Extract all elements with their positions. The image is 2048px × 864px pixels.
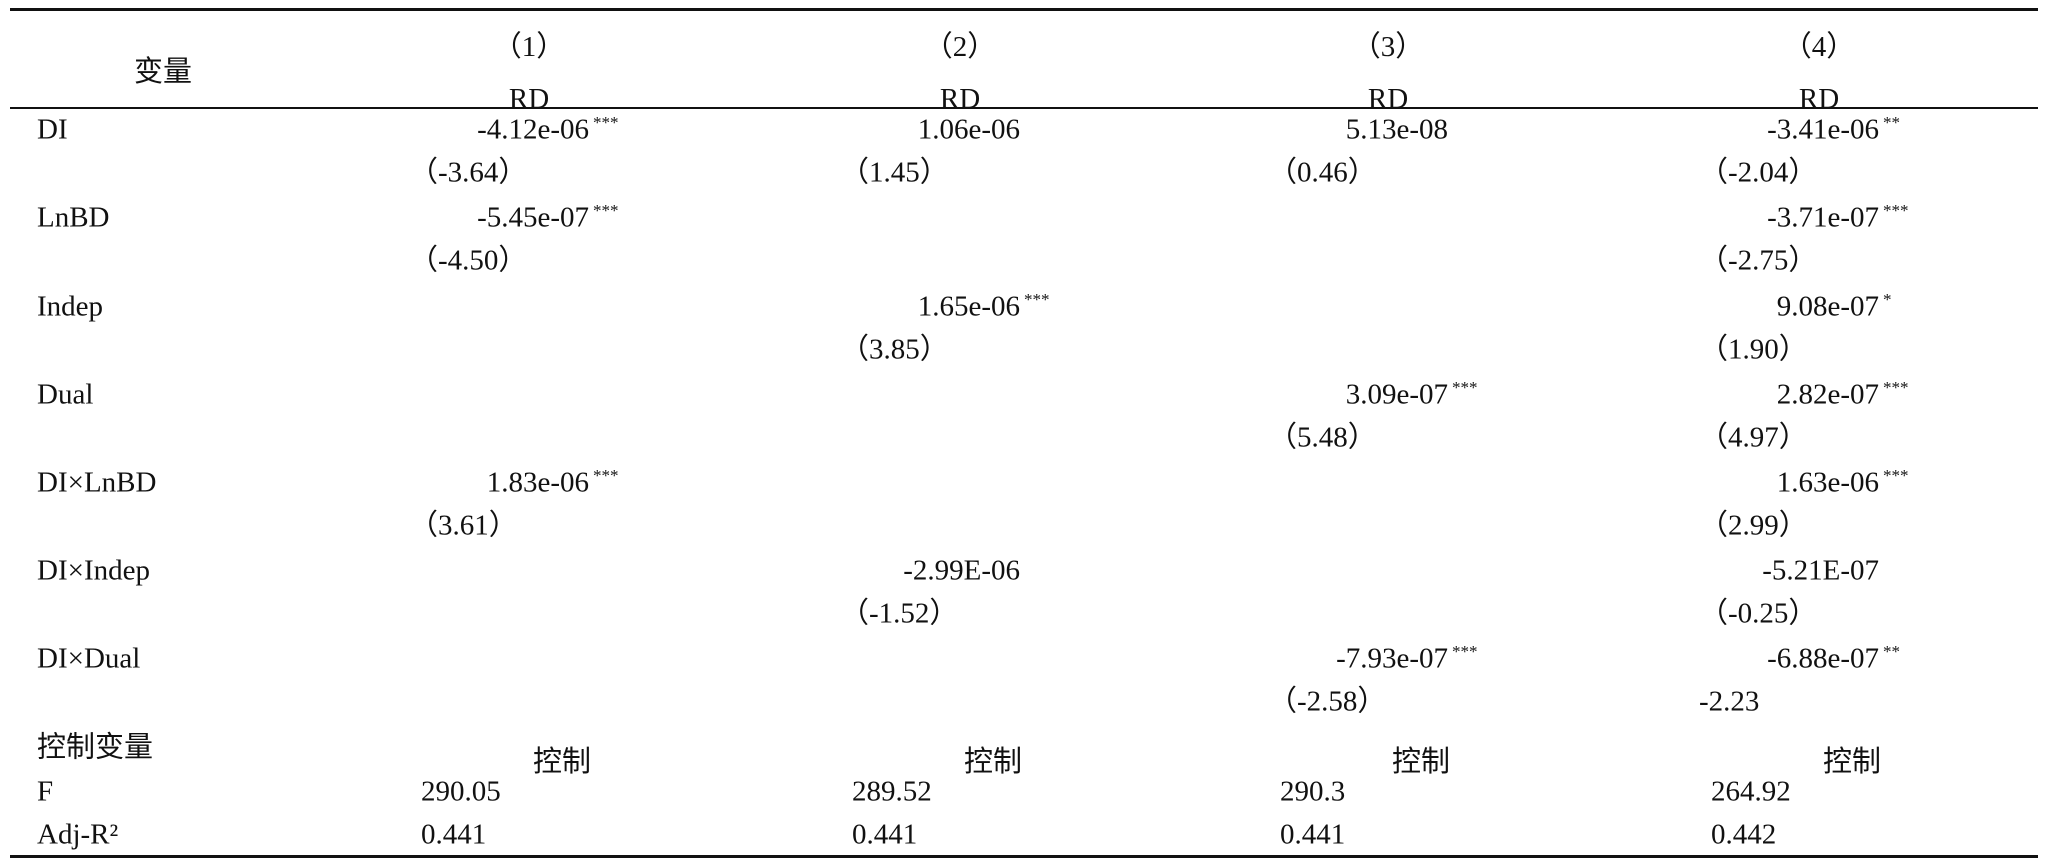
- row-name: DI×Indep: [37, 554, 150, 587]
- coefficient: 3.09e-07: [1345, 378, 1448, 411]
- t-statistic: （-2.58）: [1268, 685, 1387, 718]
- summary-value: 264.92: [1711, 775, 1791, 808]
- significance: ***: [1883, 201, 1909, 221]
- t-statistic: （3.85）: [840, 333, 949, 365]
- t-statistic: （4.97）: [1699, 421, 1808, 454]
- column-number: （3）: [1351, 30, 1425, 63]
- t-statistic: （-2.75）: [1699, 244, 1818, 277]
- coefficient: -5.21E-07: [1762, 554, 1879, 587]
- summary-value: 0.441: [852, 818, 918, 851]
- row-name: DI×LnBD: [37, 466, 157, 499]
- summary-value: 290.3: [1280, 775, 1346, 808]
- summary-value: 0.441: [421, 818, 487, 851]
- row-name: DI×Dual: [37, 642, 141, 675]
- coefficient: 1.63e-06: [1776, 466, 1879, 499]
- significance: ***: [1452, 642, 1478, 662]
- coefficient: -7.93e-07: [1336, 642, 1448, 675]
- significance: ***: [593, 112, 619, 132]
- column-number: （4）: [1782, 30, 1856, 63]
- t-statistic: （-4.50）: [409, 244, 528, 277]
- t-statistic: -2.23: [1699, 685, 1760, 718]
- coefficient: -3.41e-06: [1767, 113, 1879, 146]
- t-statistic: （5.48）: [1268, 421, 1377, 454]
- coefficient: -6.88e-07: [1767, 642, 1879, 675]
- coefficient: -4.12e-06: [477, 113, 589, 146]
- summary-value: 控制: [1391, 746, 1451, 779]
- summary-value: 控制: [532, 746, 592, 779]
- coefficient: 5.13e-08: [1345, 113, 1448, 146]
- row-name: LnBD: [37, 201, 110, 234]
- summary-value: 289.52: [852, 775, 932, 808]
- summary-value: 控制: [1822, 746, 1882, 779]
- significance: ***: [1883, 465, 1909, 485]
- summary-value: 290.05: [421, 775, 501, 808]
- t-statistic: （3.61）: [409, 509, 518, 542]
- t-statistic: （0.46）: [1268, 156, 1377, 189]
- column-dependent: RD: [1367, 82, 1409, 115]
- summary-value: 0.441: [1280, 818, 1346, 851]
- significance: **: [1883, 642, 1900, 662]
- significance: ***: [593, 465, 619, 485]
- bottom-rule: [10, 855, 2038, 858]
- coefficient: -2.99E-06: [903, 554, 1020, 587]
- coefficient: 9.08e-07: [1776, 290, 1879, 323]
- column-dependent: RD: [508, 82, 550, 115]
- column-dependent: RD: [939, 82, 981, 115]
- summary-value: 0.442: [1711, 818, 1777, 851]
- header-variable: 变量: [133, 56, 193, 88]
- significance: ***: [1024, 289, 1050, 309]
- coefficient: 1.83e-06: [486, 466, 589, 499]
- column-number: （1）: [492, 30, 566, 63]
- t-statistic: （-2.04）: [1699, 156, 1818, 189]
- row-name: Dual: [37, 378, 94, 411]
- coefficient: -5.45e-07: [477, 201, 589, 234]
- coefficient: 2.82e-07: [1776, 378, 1879, 411]
- row-name: Indep: [37, 290, 104, 323]
- row-name: 控制变量: [37, 731, 154, 764]
- header-rule: [10, 107, 2038, 109]
- coefficient: 1.65e-06: [917, 290, 1020, 323]
- column-dependent: RD: [1798, 82, 1840, 115]
- significance: ***: [593, 201, 619, 221]
- significance: ***: [1883, 377, 1909, 397]
- t-statistic: （1.90）: [1699, 333, 1808, 365]
- t-statistic: （2.99）: [1699, 509, 1808, 542]
- summary-value: 控制: [963, 746, 1023, 779]
- coefficient: -3.71e-07: [1767, 201, 1879, 234]
- t-statistic: （-0.25）: [1699, 597, 1818, 630]
- coefficient: 1.06e-06: [917, 113, 1020, 146]
- t-statistic: （1.45）: [840, 156, 949, 189]
- significance: *: [1883, 289, 1892, 309]
- significance: ***: [1452, 377, 1478, 397]
- row-name: F: [37, 775, 54, 808]
- t-statistic: （-1.52）: [840, 597, 959, 630]
- significance: **: [1883, 112, 1900, 132]
- row-name: DI: [37, 113, 68, 146]
- top-rule: [10, 8, 2038, 11]
- row-name: Adj-R²: [37, 818, 119, 851]
- t-statistic: （-3.64）: [409, 156, 528, 189]
- column-number: （2）: [923, 30, 997, 63]
